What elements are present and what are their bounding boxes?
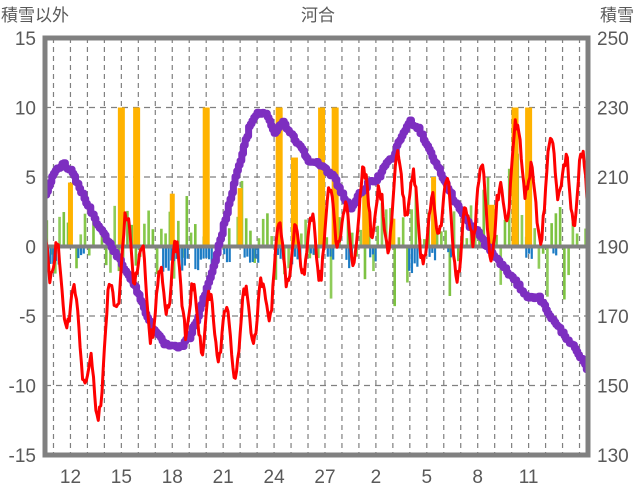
x-tick-label: 2 — [371, 467, 382, 488]
x-tick-label: 18 — [162, 467, 183, 488]
right-axis-title: 積雪 — [600, 6, 634, 26]
right-tick-label: 230 — [597, 99, 629, 120]
left-tick-label: -5 — [19, 307, 36, 328]
axis-frame — [42, 35, 591, 458]
right-tick-label: 250 — [597, 29, 629, 50]
right-tick-label: 150 — [597, 377, 629, 398]
x-tick-label: 24 — [264, 467, 286, 488]
x-tick-label: 21 — [213, 467, 234, 488]
left-tick-label: 15 — [15, 29, 36, 50]
chart-title: 河合 — [301, 6, 335, 26]
left-tick-label: 0 — [25, 238, 36, 259]
x-axis-tick-labels: 12 15 18 21 24 27 2 5 8 11 — [60, 467, 539, 488]
left-tick-label: -15 — [9, 446, 36, 467]
right-tick-label: 190 — [597, 238, 629, 259]
left-tick-label: 5 — [25, 168, 36, 189]
left-tick-label: 10 — [15, 99, 36, 120]
line-series — [45, 108, 588, 422]
x-tick-label: 12 — [60, 467, 81, 488]
x-tick-label: 27 — [314, 467, 335, 488]
right-tick-label: 210 — [597, 168, 629, 189]
x-tick-label: 11 — [519, 467, 539, 488]
right-axis-tick-labels: 250 230 210 190 170 150 130 — [597, 29, 629, 467]
x-tick-label: 5 — [422, 467, 433, 488]
left-axis-tick-labels: 15 10 5 0 -5 -10 -15 — [9, 29, 36, 467]
x-tick-label: 8 — [472, 467, 483, 488]
left-tick-label: -10 — [9, 377, 36, 398]
right-tick-label: 170 — [597, 307, 629, 328]
right-tick-label: 130 — [597, 446, 629, 467]
x-tick-label: 15 — [111, 467, 132, 488]
left-axis-title: 積雪以外 — [1, 6, 69, 26]
